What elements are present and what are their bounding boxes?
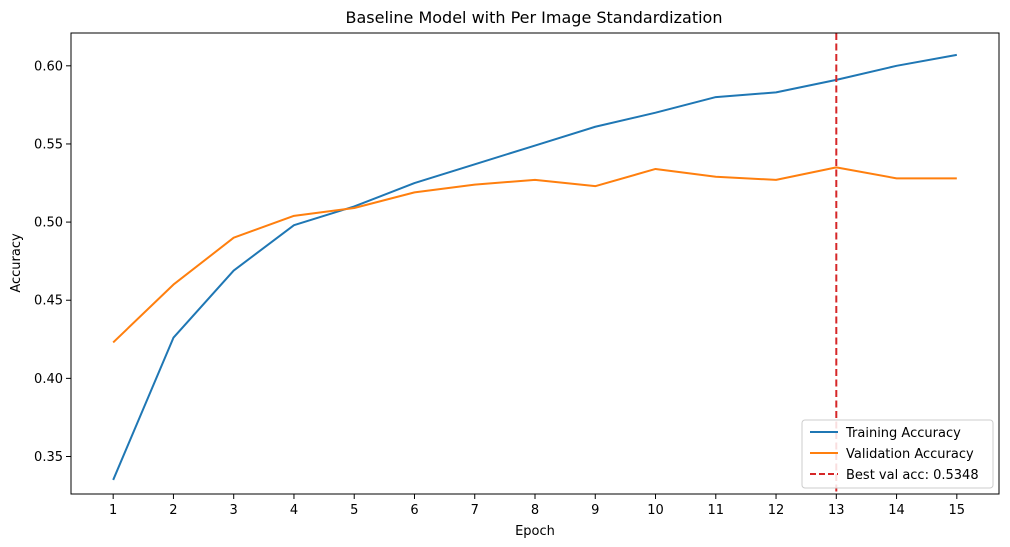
x-tick-label: 7 <box>471 503 479 518</box>
y-axis-label: Accuracy <box>9 233 24 293</box>
x-tick-label: 15 <box>949 503 966 518</box>
x-tick-label: 2 <box>169 503 177 518</box>
legend-label-best-val: Best val acc: 0.5348 <box>846 468 979 483</box>
legend: Training Accuracy Validation Accuracy Be… <box>801 419 994 489</box>
x-tick-label: 9 <box>591 503 599 518</box>
plot-content <box>112 33 957 494</box>
y-tick-label: 0.40 <box>34 372 63 387</box>
x-tick-label: 11 <box>708 503 725 518</box>
series-line-0 <box>112 53 957 481</box>
series-line-1 <box>112 166 957 344</box>
x-tick-label: 13 <box>828 503 845 518</box>
x-axis-label: Epoch <box>515 524 555 539</box>
legend-label-training: Training Accuracy <box>845 426 961 441</box>
y-tick-label: 0.55 <box>34 137 63 152</box>
x-tick-label: 3 <box>230 503 238 518</box>
y-tick-label: 0.50 <box>34 216 63 231</box>
x-tick-label: 12 <box>768 503 785 518</box>
x-tick-label: 1 <box>109 503 117 518</box>
x-tick-label: 6 <box>410 503 418 518</box>
y-axis: 0.35 0.40 0.45 0.50 0.55 0.60 <box>34 59 71 465</box>
y-tick-label: 0.60 <box>34 59 63 74</box>
legend-label-validation: Validation Accuracy <box>846 447 974 462</box>
x-tick-label: 14 <box>888 503 905 518</box>
x-tick-label: 10 <box>647 503 664 518</box>
chart-title: Baseline Model with Per Image Standardiz… <box>346 8 723 27</box>
y-tick-label: 0.45 <box>34 294 63 309</box>
x-axis: 1 2 3 4 5 6 7 8 9 10 11 12 13 14 15 <box>109 494 965 518</box>
x-tick-label: 5 <box>350 503 358 518</box>
y-tick-label: 0.35 <box>34 450 63 465</box>
x-tick-label: 8 <box>531 503 539 518</box>
x-tick-label: 4 <box>290 503 298 518</box>
legend-box <box>801 419 994 489</box>
